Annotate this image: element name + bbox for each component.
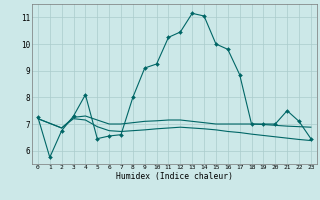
X-axis label: Humidex (Indice chaleur): Humidex (Indice chaleur) xyxy=(116,172,233,181)
